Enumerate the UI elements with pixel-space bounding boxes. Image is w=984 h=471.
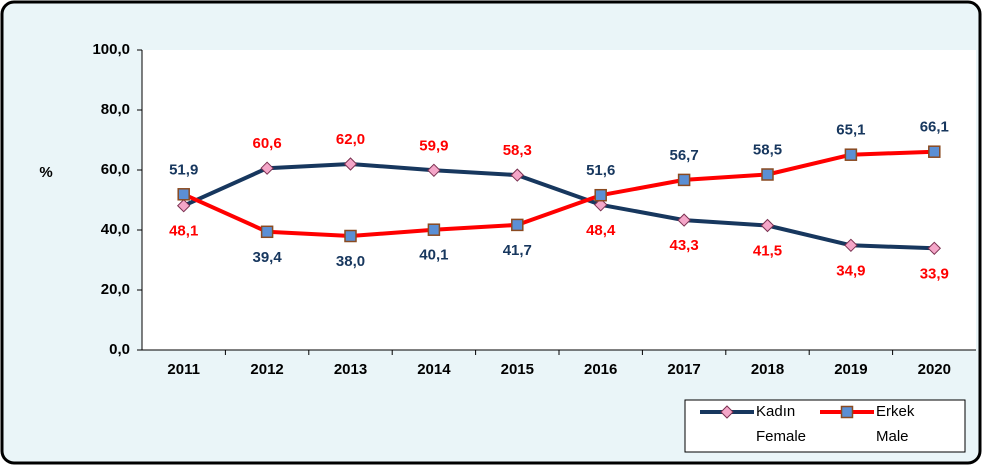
- value-label: 43,3: [669, 237, 698, 254]
- value-label: 48,4: [586, 222, 616, 239]
- marker: [176, 198, 191, 213]
- value-label: 60,6: [252, 135, 281, 152]
- marker: [427, 223, 441, 236]
- marker: [761, 168, 774, 181]
- legend-label: Erkek: [876, 403, 915, 420]
- value-label: 38,0: [336, 253, 365, 270]
- x-tick-label: 2015: [501, 361, 534, 378]
- legend-label: Male: [876, 428, 909, 445]
- value-label: 41,5: [753, 242, 782, 259]
- value-label: 39,4: [252, 249, 282, 266]
- value-label: 62,0: [336, 131, 365, 148]
- series-line: [182, 149, 935, 238]
- x-tick-label: 2012: [250, 361, 283, 378]
- x-tick-label: 2020: [918, 361, 951, 378]
- x-tick-label: 2019: [834, 361, 867, 378]
- marker: [720, 405, 734, 419]
- value-label: 66,1: [920, 119, 949, 136]
- marker: [260, 225, 274, 239]
- value-label: 41,7: [503, 242, 532, 259]
- marker: [593, 198, 608, 212]
- marker: [760, 218, 775, 233]
- x-tick-label: 2016: [584, 361, 617, 378]
- y-axis-label: %: [39, 164, 52, 181]
- marker: [427, 163, 441, 178]
- value-label: 33,9: [920, 265, 949, 282]
- legend-label: Female: [756, 428, 806, 445]
- marker: [677, 213, 691, 227]
- legend-label: Kadın: [756, 403, 795, 420]
- value-label: 58,3: [503, 142, 532, 159]
- y-tick-label: 100,0: [92, 41, 130, 58]
- y-tick-label: 40,0: [101, 221, 130, 238]
- y-tick-label: 80,0: [101, 101, 130, 118]
- series-line: [182, 162, 935, 251]
- marker: [510, 168, 525, 182]
- y-tick-label: 20,0: [101, 281, 130, 298]
- value-label: 48,1: [169, 223, 198, 240]
- marker: [511, 218, 524, 232]
- marker: [844, 148, 858, 161]
- marker: [927, 241, 942, 256]
- x-tick-label: 2014: [417, 361, 451, 378]
- value-label: 59,9: [419, 137, 448, 154]
- x-tick-label: 2017: [667, 361, 700, 378]
- plot-area: [142, 50, 976, 350]
- x-tick-label: 2018: [751, 361, 784, 378]
- value-label: 40,1: [419, 247, 448, 264]
- y-tick-label: 0,0: [109, 341, 130, 358]
- value-label: 51,6: [586, 162, 615, 179]
- marker: [928, 145, 941, 158]
- marker: [344, 229, 357, 243]
- value-label: 51,9: [169, 161, 198, 178]
- value-label: 34,9: [836, 262, 865, 279]
- marker: [844, 238, 858, 253]
- marker: [594, 188, 607, 202]
- x-tick-label: 2011: [167, 361, 200, 378]
- marker: [177, 188, 190, 201]
- y-tick-label: 60,0: [101, 161, 130, 178]
- value-label: 56,7: [669, 147, 698, 164]
- marker: [343, 157, 358, 171]
- marker: [677, 173, 691, 187]
- marker: [260, 161, 274, 175]
- legend: [684, 399, 966, 453]
- value-label: 58,5: [753, 141, 782, 158]
- value-label: 65,1: [836, 122, 865, 139]
- marker: [840, 405, 854, 419]
- x-tick-label: 2013: [334, 361, 367, 378]
